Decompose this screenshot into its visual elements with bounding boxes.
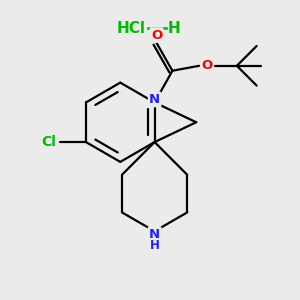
Text: O: O: [202, 59, 213, 72]
Text: N: N: [149, 93, 160, 106]
Text: HCl: HCl: [117, 21, 146, 36]
Text: H: H: [168, 21, 181, 36]
Text: Cl: Cl: [41, 135, 56, 149]
Text: N: N: [149, 228, 160, 241]
Text: O: O: [151, 28, 162, 42]
Text: H: H: [150, 238, 160, 252]
